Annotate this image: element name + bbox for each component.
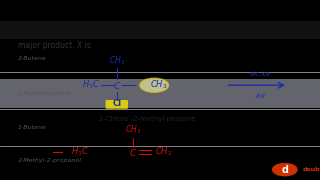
Bar [0,21,320,39]
Circle shape [273,164,297,176]
Text: $CH_3$: $CH_3$ [125,124,141,136]
Text: $CH_2$: $CH_2$ [155,146,172,158]
Text: -kα: -kα [254,93,266,99]
Text: 2-Chloro -2-methyl propane: 2-Chloro -2-methyl propane [99,116,196,122]
Text: 2-Methylpropene: 2-Methylpropene [18,91,71,96]
Bar [0,79,320,107]
Text: $C$: $C$ [129,147,137,158]
Text: $CH_3$: $CH_3$ [150,79,168,91]
Text: Cl: Cl [112,99,121,108]
Text: $H_3C$: $H_3C$ [82,79,100,91]
Text: 2-Butene: 2-Butene [18,57,46,61]
Text: doubtnut: doubtnut [302,167,320,172]
Text: 2-Methyl-2-propanol: 2-Methyl-2-propanol [18,158,82,163]
Text: d: d [281,165,288,175]
Text: $C$: $C$ [113,80,121,91]
Text: 1-Butene: 1-Butene [18,125,46,130]
FancyBboxPatch shape [106,100,128,109]
Text: $CH_3$: $CH_3$ [109,54,125,67]
Text: $H_3C$: $H_3C$ [71,146,89,158]
Text: major product. X is: major product. X is [18,41,91,50]
Text: alc.ka: alc.ka [250,71,270,77]
Ellipse shape [140,78,169,92]
